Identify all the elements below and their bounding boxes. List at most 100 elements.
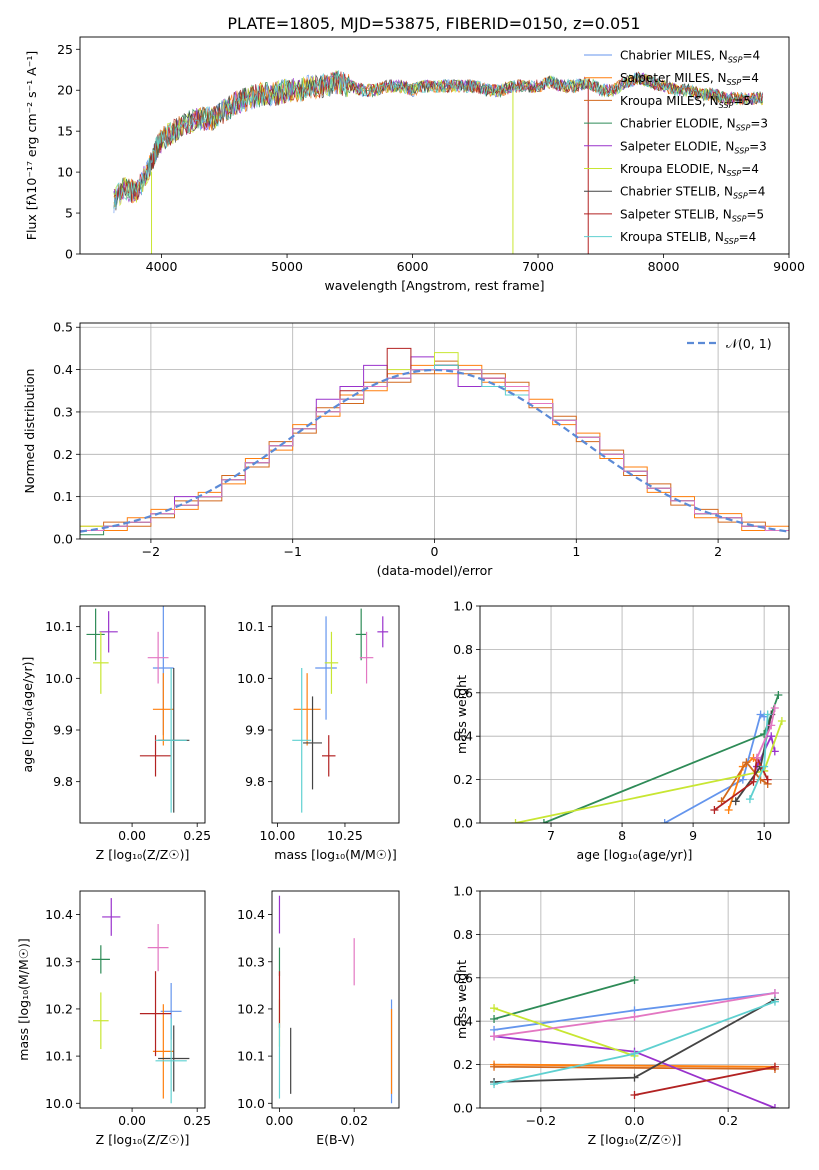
- y-tick-label: 9.8: [245, 774, 265, 789]
- y-tick-label: 10.2: [237, 1001, 265, 1016]
- weight-marker: [630, 1049, 639, 1058]
- weight-marker: [490, 1004, 499, 1013]
- y-tick-label: 5: [65, 206, 73, 221]
- x-tick-label: 0.25: [183, 1113, 211, 1128]
- panel-mass-vs-z: 0.00 0.25 10.0 10.1 10.2 10.3 10.4 Z [log₁₀(Z/Z…: [16, 890, 211, 1147]
- x-tick-label: 9000: [773, 259, 805, 274]
- panel-residuals: −2 −1 0 1 2 0.0 0.1 0.2 0.3 0.4 0.5 (data-model)/er…: [22, 320, 790, 578]
- axes-frame: [271, 890, 400, 1109]
- legend-label: Salpeter ELODIE, NSSP=3: [620, 139, 767, 155]
- legend-label: Kroupa MILES, NSSP=5: [620, 94, 751, 110]
- axes-frame: [79, 605, 206, 824]
- y-tick-label: 10.3: [237, 954, 265, 969]
- weight-series-line: [493, 1063, 776, 1068]
- y-tick-label: 10.4: [237, 907, 265, 922]
- weight-marker: [490, 1015, 499, 1024]
- x-tick-label: 10.00: [260, 828, 296, 843]
- plot-area: [292, 608, 389, 813]
- x-tick-label: 0: [431, 544, 439, 559]
- weight-series-line: [493, 1007, 635, 1057]
- x-axis-label: (data-model)/error: [377, 563, 494, 578]
- x-axis-label: Z [log₁₀(Z/Z☉)]: [588, 1132, 682, 1147]
- y-tick-label: 0.4: [453, 1014, 473, 1029]
- panel-weight-vs-age: 7 8 9 10 0.0 0.2 0.4 0.6 0.8 1.0 age [log₁₀(age/yr…: [453, 599, 790, 862]
- x-tick-label: 0.00: [118, 1113, 146, 1128]
- y-tick-label: 10.1: [45, 1049, 73, 1064]
- spectrum-line: [113, 70, 763, 209]
- y-axis-label: Flux [fλ10⁻¹⁷ erg cm⁻² s⁻¹ A⁻¹]: [24, 51, 39, 240]
- y-tick-label: 25: [57, 42, 73, 57]
- y-tick-label: 9.9: [53, 723, 73, 738]
- axes-frame: [479, 605, 790, 824]
- y-tick-label: 0.0: [453, 816, 473, 831]
- weight-marker: [490, 1080, 499, 1089]
- weight-marker: [770, 747, 779, 756]
- weight-marker: [770, 703, 779, 712]
- weight-marker: [777, 717, 786, 726]
- legend-label: 𝒩(0, 1): [726, 336, 772, 351]
- x-tick-label: 6000: [397, 259, 429, 274]
- plot-area: [490, 975, 779, 1108]
- x-tick-label: 0.00: [266, 1113, 294, 1128]
- weight-marker: [760, 762, 769, 771]
- y-tick-label: 10.0: [237, 671, 265, 686]
- panel-age-vs-mass: 10.00 10.25 9.8 9.9 10.0 10.1 mass [log₁₀(M/M☉…: [237, 605, 400, 862]
- weight-marker: [767, 732, 776, 741]
- y-axis-label: mass [log₁₀(M/M☉)]: [16, 938, 31, 1060]
- y-tick-label: 10.3: [45, 954, 73, 969]
- weight-series-line: [634, 1065, 776, 1096]
- weight-series-line: [543, 694, 780, 823]
- weight-marker: [511, 819, 520, 823]
- weight-marker: [770, 1062, 779, 1071]
- spectrum-legend: Chabrier MILES, NSSP=4 Salpeter MILES, NS…: [584, 49, 768, 246]
- y-tick-label: 0: [65, 247, 73, 262]
- panel-mass-vs-ebv: 0.00 0.02 10.0 10.1 10.2 10.3 10.4 E(B-V): [237, 890, 400, 1147]
- weight-marker: [630, 1073, 639, 1082]
- y-tick-label: 0.5: [53, 320, 73, 335]
- y-tick-label: 0.2: [453, 1057, 473, 1072]
- weight-marker: [753, 753, 762, 762]
- weight-marker: [763, 710, 772, 719]
- panel-weight-vs-z: −0.2 0.0 0.2 0.0 0.2 0.4 0.6 0.8 1.0 Z [log₁₀(Z/Z…: [453, 884, 790, 1147]
- y-tick-label: 0.0: [453, 1101, 473, 1116]
- x-tick-label: 0.0: [625, 1113, 645, 1128]
- y-tick-label: 1.0: [453, 884, 473, 899]
- x-tick-label: 10: [756, 828, 772, 843]
- weight-marker: [630, 1090, 639, 1099]
- x-tick-label: −2: [142, 544, 160, 559]
- y-tick-label: 0.8: [453, 927, 473, 942]
- y-tick-label: 0.2: [453, 772, 473, 787]
- y-tick-label: 10.0: [45, 1096, 73, 1111]
- y-tick-label: 10.1: [237, 1049, 265, 1064]
- weight-marker: [774, 690, 783, 699]
- weight-marker: [742, 758, 751, 767]
- x-tick-label: −0.2: [526, 1113, 556, 1128]
- x-tick-label: 0.02: [340, 1113, 368, 1128]
- y-tick-label: 0.2: [53, 447, 73, 462]
- axes-frame: [79, 322, 790, 540]
- y-tick-label: 10.4: [45, 907, 73, 922]
- plot-area: [80, 347, 789, 539]
- weight-marker: [490, 1032, 499, 1041]
- legend-label: Salpeter MILES, NSSP=4: [620, 71, 759, 87]
- axes-frame: [79, 36, 790, 255]
- legend-label: Salpeter STELIB, NSSP=5: [620, 207, 764, 223]
- x-tick-label: 0.2: [718, 1113, 738, 1128]
- x-tick-label: 1: [572, 544, 580, 559]
- y-tick-label: 0.6: [453, 970, 473, 985]
- x-tick-label: 8: [618, 828, 626, 843]
- normal-curve: [80, 368, 789, 533]
- y-tick-label: 9.9: [245, 723, 265, 738]
- weight-marker: [710, 805, 719, 814]
- panel-age-vs-z: 0.00 0.25 9.8 9.9 10.0 10.1 Z [log₁₀(Z/Z☉)] age…: [20, 605, 211, 862]
- x-tick-label: 4000: [146, 259, 178, 274]
- y-tick-label: 10.0: [237, 1096, 265, 1111]
- plot-area: [86, 606, 190, 813]
- panels-group: 4000 5000 6000 7000 8000 90000510152025wavele…: [16, 36, 805, 1147]
- x-tick-label: 2: [714, 544, 722, 559]
- weight-marker: [539, 819, 548, 823]
- weight-series-line: [749, 714, 769, 800]
- plot-area: [278, 895, 393, 1104]
- x-tick-label: 0.25: [183, 828, 211, 843]
